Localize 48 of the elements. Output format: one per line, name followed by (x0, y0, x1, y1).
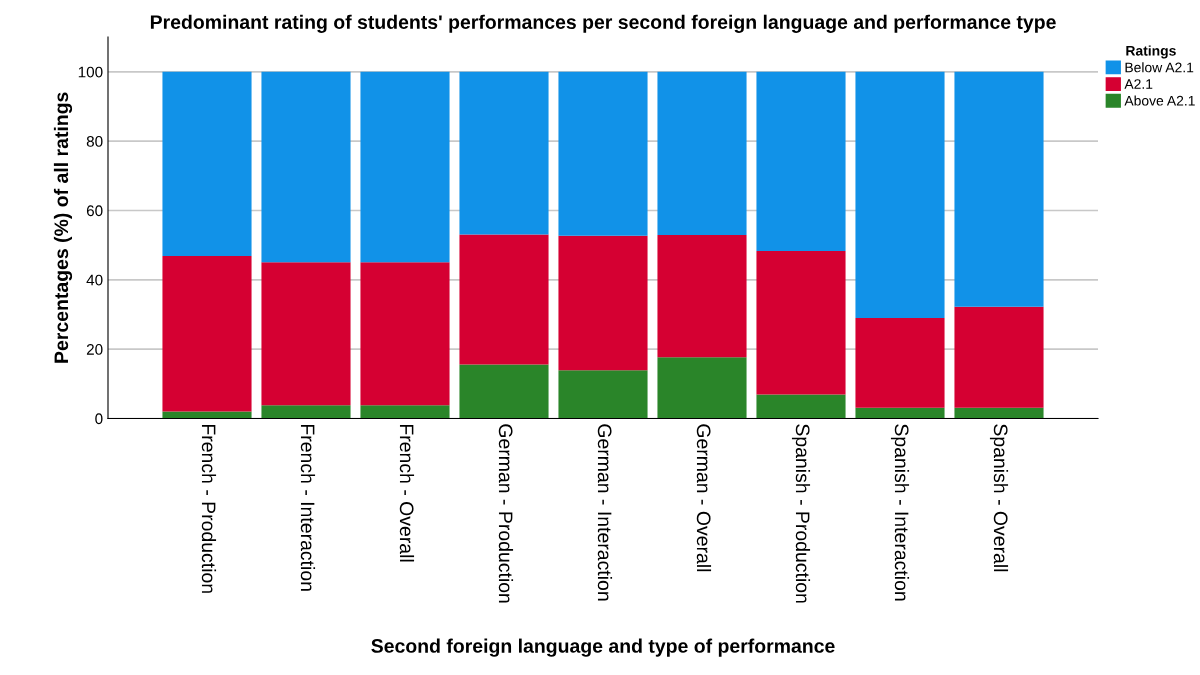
y-tick-label: 0 (95, 413, 103, 425)
bar (954, 407, 1044, 419)
y-axis-title: Percentages (%) of all ratings (53, 92, 73, 363)
bar (954, 306, 1044, 408)
y-tick-label: 80 (86, 136, 103, 147)
x-tick-label: Spanish - Overall (989, 424, 1009, 572)
x-tick-label: French - Production (201, 424, 217, 593)
y-tick-label: 40 (86, 274, 103, 286)
bar (261, 262, 351, 406)
x-tick-label: French - Interaction (300, 424, 316, 591)
bar (954, 71, 1044, 307)
bar (756, 394, 846, 419)
y-tick-label: 100 (78, 66, 103, 78)
legend-title: Ratings (1126, 45, 1176, 59)
y-tick-label: 20 (86, 344, 103, 355)
x-axis-title: Second foreign language and type of performance (371, 638, 835, 657)
bar (459, 234, 549, 365)
bar (261, 405, 351, 419)
bar (360, 71, 450, 263)
x-tick-label: French - Overall (399, 424, 415, 562)
x-tick-label: German - Production (498, 424, 514, 603)
legend-label: Above A2.1 (1124, 95, 1195, 106)
bar (360, 262, 450, 406)
bar (558, 235, 648, 371)
legend-label: Below A2.1 (1125, 62, 1194, 73)
chart-title: Predominant rating of students' performances per second foreign language and performance type (150, 14, 1056, 33)
bar (657, 71, 747, 236)
legend-label: A2.1 (1124, 79, 1153, 89)
bar (558, 370, 648, 419)
bar (261, 71, 351, 263)
bar (657, 357, 747, 419)
bar (756, 251, 846, 395)
y-tick-label: 60 (86, 205, 103, 217)
bar (558, 71, 648, 236)
bar (855, 407, 945, 419)
bar (360, 405, 450, 419)
x-tick-label: Spanish - Production (791, 424, 811, 603)
bar (657, 235, 747, 358)
x-tick-label: German - Overall (696, 424, 712, 572)
bar (855, 317, 945, 408)
bar (459, 364, 549, 419)
x-tick-label: Spanish - Interaction (890, 424, 910, 601)
bar (162, 255, 252, 412)
x-tick-label: German - Interaction (597, 424, 613, 601)
bar (756, 71, 846, 252)
bar (162, 71, 252, 256)
bar (855, 71, 945, 318)
bar (459, 71, 549, 235)
